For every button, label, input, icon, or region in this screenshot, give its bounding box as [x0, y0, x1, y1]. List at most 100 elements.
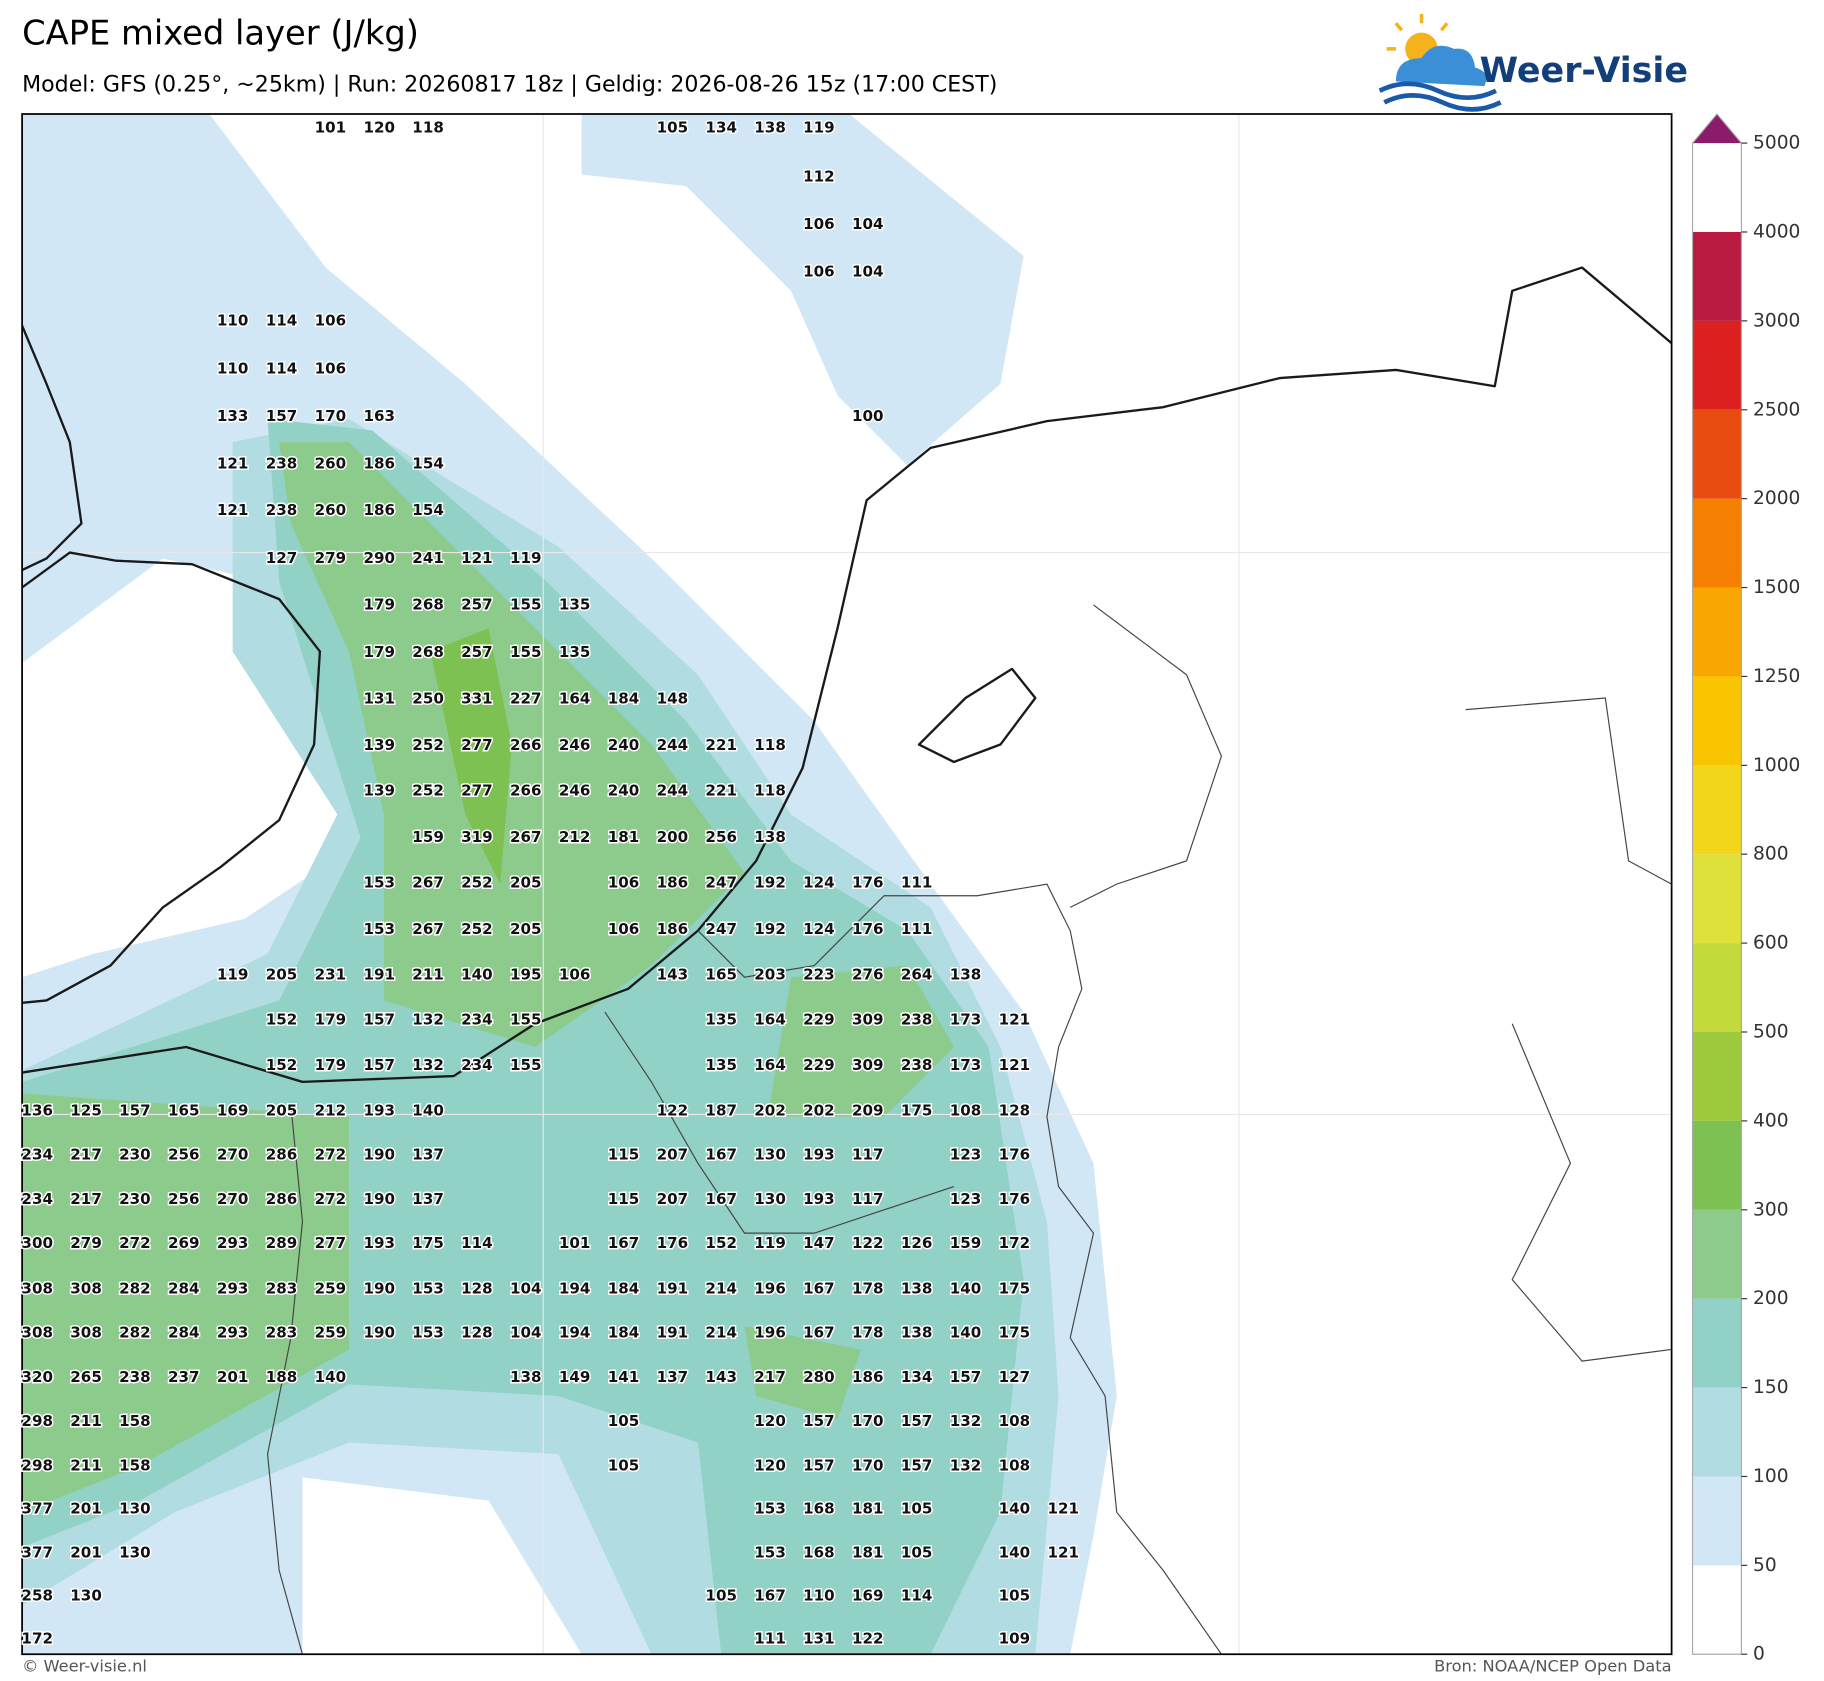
- value-label: 132: [412, 1056, 444, 1074]
- value-label: 320: [21, 1368, 53, 1386]
- value-label: 234: [461, 1011, 493, 1029]
- value-label: 157: [901, 1456, 933, 1474]
- value-label: 298: [21, 1456, 53, 1474]
- value-label: 138: [901, 1324, 933, 1342]
- value-label: 229: [803, 1011, 835, 1029]
- value-label: 377: [21, 1544, 53, 1562]
- value-label: 108: [999, 1456, 1031, 1474]
- value-label: 205: [510, 920, 542, 938]
- colorbar-tick-label: 1000: [1753, 755, 1800, 776]
- value-label: 230: [119, 1146, 151, 1164]
- map-frame: [21, 113, 1673, 1656]
- value-label: 153: [363, 873, 395, 891]
- value-label: 270: [217, 1146, 249, 1164]
- value-label: 234: [21, 1190, 53, 1208]
- value-label: 184: [608, 690, 640, 708]
- value-label: 138: [950, 965, 982, 983]
- value-label: 121: [461, 549, 493, 567]
- value-label: 293: [217, 1234, 249, 1252]
- value-label: 121: [217, 501, 249, 519]
- value-label: 100: [852, 407, 884, 425]
- value-label: 238: [266, 455, 298, 473]
- value-label: 178: [852, 1324, 884, 1342]
- value-label: 132: [950, 1412, 982, 1430]
- value-label: 276: [852, 965, 884, 983]
- value-label: 153: [412, 1279, 444, 1297]
- value-label: 157: [119, 1101, 151, 1119]
- value-label: 165: [168, 1101, 200, 1119]
- value-label: 132: [950, 1456, 982, 1474]
- value-label: 221: [705, 736, 737, 754]
- value-label: 186: [657, 920, 689, 938]
- value-label: 234: [21, 1146, 53, 1164]
- value-label: 117: [852, 1146, 884, 1164]
- value-label: 108: [950, 1101, 982, 1119]
- value-label: 117: [852, 1190, 884, 1208]
- value-label: 256: [705, 828, 737, 846]
- value-label: 241: [412, 549, 444, 567]
- value-label: 176: [852, 920, 884, 938]
- coastline: [22, 551, 322, 1004]
- value-label: 267: [412, 920, 444, 938]
- value-label: 193: [363, 1234, 395, 1252]
- value-label: 111: [901, 920, 933, 938]
- value-label: 260: [315, 455, 347, 473]
- value-label: 279: [70, 1234, 102, 1252]
- colorbar-tick-label: 0: [1753, 1644, 1765, 1665]
- colorbar-segment: [1692, 231, 1742, 321]
- colorbar-tick-label: 800: [1753, 844, 1789, 865]
- value-label: 293: [217, 1279, 249, 1297]
- value-label: 157: [266, 407, 298, 425]
- value-label: 284: [168, 1324, 200, 1342]
- value-label: 157: [803, 1456, 835, 1474]
- value-label: 277: [315, 1234, 347, 1252]
- value-label: 110: [803, 1587, 835, 1605]
- value-label: 157: [803, 1412, 835, 1430]
- value-label: 211: [412, 965, 444, 983]
- value-label: 140: [999, 1499, 1031, 1517]
- value-labels: 101 120 118 105 134 138 119 112 106 104 106 104 110 1…: [20, 117, 1080, 1649]
- colorbar-tick-label: 1250: [1753, 666, 1800, 687]
- value-label: 188: [266, 1368, 298, 1386]
- colorbar-tick-label: 2000: [1753, 488, 1800, 509]
- colorbar: 0 50 100 150 200 300 400 500 600 800 1000 1250 1500 2…: [1691, 113, 1800, 1665]
- value-label: 154: [412, 501, 444, 519]
- value-label: 269: [168, 1234, 200, 1252]
- value-label: 201: [217, 1368, 249, 1386]
- value-label: 140: [315, 1368, 347, 1386]
- value-label: 106: [559, 965, 591, 983]
- value-label: 194: [559, 1279, 591, 1297]
- value-label: 257: [461, 595, 493, 613]
- value-label: 167: [803, 1279, 835, 1297]
- value-label: 217: [754, 1368, 786, 1386]
- value-label: 135: [705, 1056, 737, 1074]
- value-label: 121: [999, 1011, 1031, 1029]
- value-label: 134: [901, 1368, 933, 1386]
- value-label: 120: [754, 1412, 786, 1430]
- value-label: 119: [217, 965, 249, 983]
- value-label: 114: [901, 1587, 933, 1605]
- value-label: 211: [70, 1456, 102, 1474]
- value-label: 272: [315, 1190, 347, 1208]
- colorbar-segment: [1692, 498, 1742, 588]
- value-label: 122: [852, 1630, 884, 1648]
- value-label: 158: [119, 1412, 151, 1430]
- colorbar-tick-label: 500: [1753, 1022, 1789, 1043]
- value-label: 130: [119, 1499, 151, 1517]
- value-label: 167: [608, 1234, 640, 1252]
- value-label: 187: [705, 1101, 737, 1119]
- value-label: 125: [70, 1101, 102, 1119]
- value-label: 124: [803, 873, 835, 891]
- value-label: 309: [852, 1056, 884, 1074]
- colorbar-segment: [1692, 1032, 1742, 1121]
- value-label: 114: [266, 359, 298, 377]
- value-label: 179: [315, 1011, 347, 1029]
- value-label: 244: [657, 782, 689, 800]
- value-label: 137: [412, 1146, 444, 1164]
- value-label: 122: [657, 1101, 689, 1119]
- value-label: 191: [363, 965, 395, 983]
- value-label: 130: [754, 1146, 786, 1164]
- value-label: 282: [119, 1279, 151, 1297]
- value-label: 115: [608, 1190, 640, 1208]
- colorbar-segment: [1692, 409, 1742, 499]
